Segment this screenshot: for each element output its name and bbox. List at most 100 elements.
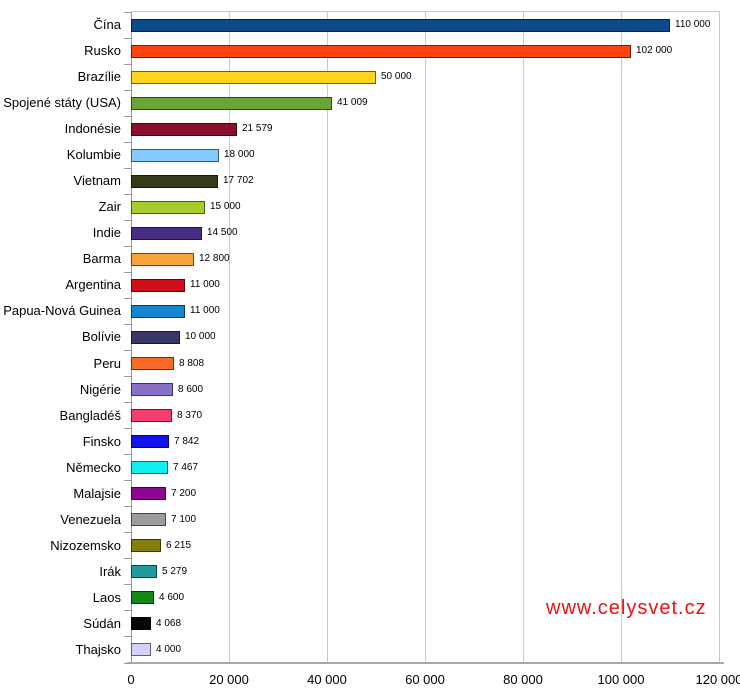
x-gridline	[719, 12, 720, 663]
y-axis-tick	[124, 167, 132, 169]
value-label: 102 000	[636, 45, 673, 57]
bar-21	[131, 539, 161, 553]
y-axis-tick	[124, 428, 132, 430]
y-axis-tick	[124, 323, 132, 325]
y-axis-tick	[124, 636, 132, 638]
bar-18	[131, 461, 168, 475]
x-axis-tick-label: 100 000	[597, 672, 645, 687]
value-label: 8 370	[177, 409, 203, 421]
y-axis-tick	[124, 480, 132, 482]
bar-15	[131, 383, 173, 397]
category-label: Papua-Nová Guinea	[3, 303, 121, 319]
bar-8	[131, 200, 205, 214]
category-label: Vietnam	[73, 173, 121, 189]
category-label: Nigérie	[79, 381, 121, 397]
value-label: 11 000	[190, 279, 220, 291]
bar-5	[131, 122, 237, 136]
category-label: Laos	[92, 589, 121, 605]
y-axis-tick	[124, 376, 132, 378]
x-axis-tick-label: 40 000	[307, 672, 347, 687]
bar-1	[131, 18, 670, 32]
bar-20	[131, 513, 166, 527]
category-label: Brazílie	[77, 69, 121, 85]
category-label: Indonésie	[64, 121, 121, 137]
y-axis-tick	[124, 141, 132, 143]
y-axis-tick	[124, 37, 132, 39]
bar-24	[131, 617, 151, 631]
category-label: Argentina	[65, 277, 121, 293]
category-label: Thajsko	[75, 641, 121, 657]
y-axis-tick	[124, 454, 132, 456]
value-label: 41 009	[337, 97, 368, 109]
category-label: Německo	[66, 459, 121, 475]
x-axis-line	[127, 662, 724, 664]
value-label: 6 215	[166, 539, 192, 551]
y-axis-tick	[124, 11, 132, 13]
bar-13	[131, 331, 180, 344]
category-label: Nizozemsko	[50, 537, 121, 553]
bar-23	[131, 591, 154, 605]
bar-7	[131, 174, 218, 188]
x-gridline	[523, 12, 524, 663]
x-axis-tick-label: 120 000	[695, 672, 740, 687]
value-label: 7 200	[171, 487, 197, 499]
value-label: 21 579	[242, 123, 273, 135]
value-label: 10 000	[185, 331, 216, 343]
value-label: 110 000	[675, 19, 711, 30]
x-gridline	[327, 12, 328, 663]
y-axis-tick	[124, 506, 132, 508]
x-axis-tick-label: 20 000	[209, 672, 249, 687]
x-axis-tick-label: 80 000	[503, 672, 543, 687]
category-label: Indie	[92, 225, 121, 241]
y-axis-tick	[124, 63, 132, 65]
category-label: Peru	[93, 355, 121, 371]
y-axis-tick	[124, 558, 132, 560]
category-label: Rusko	[84, 43, 121, 59]
value-label: 5 279	[162, 565, 188, 577]
y-axis-tick	[124, 219, 132, 221]
value-label: 12 800	[199, 253, 230, 265]
y-axis-tick	[124, 89, 132, 91]
category-label: Barma	[82, 251, 121, 267]
category-label: Irák	[99, 563, 121, 579]
y-axis-tick	[124, 610, 132, 612]
value-label: 15 000	[210, 201, 241, 213]
y-axis-tick	[124, 350, 132, 352]
value-label: 17 702	[223, 175, 254, 187]
y-axis-tick	[124, 193, 132, 195]
watermark-text: www.celysvet.cz	[546, 597, 707, 619]
plot-top-border	[131, 11, 720, 12]
y-axis-tick	[124, 115, 132, 117]
value-label: 4 000	[156, 643, 182, 655]
category-label: Malajsie	[73, 485, 121, 501]
bar-6	[131, 148, 219, 162]
y-axis-tick	[124, 297, 132, 299]
value-label: 7 467	[173, 461, 199, 473]
category-label: Čína	[93, 17, 121, 32]
bar-25	[131, 643, 151, 657]
category-label: Finsko	[82, 433, 121, 449]
bar-17	[131, 435, 169, 449]
value-label: 4 068	[156, 617, 182, 629]
category-label: Zair	[98, 199, 121, 215]
x-gridline	[621, 12, 622, 663]
bar-11	[131, 278, 185, 292]
y-axis-tick	[124, 245, 132, 247]
x-gridline	[229, 12, 230, 663]
value-label: 8 600	[178, 383, 204, 395]
category-label: Bolívie	[81, 329, 121, 345]
bar-14	[131, 357, 174, 371]
y-axis-tick	[124, 584, 132, 586]
x-axis-tick-label: 0	[127, 672, 135, 687]
y-axis-tick	[124, 662, 132, 664]
value-label: 18 000	[224, 149, 255, 161]
x-axis-tick-label: 60 000	[405, 672, 445, 687]
bar-3	[131, 70, 376, 84]
x-gridline	[425, 12, 426, 663]
bar-22	[131, 565, 157, 579]
y-axis-tick	[124, 532, 132, 534]
category-label: Venezuela	[60, 511, 121, 527]
value-label: 11 000	[190, 305, 220, 317]
bar-16	[131, 409, 172, 423]
